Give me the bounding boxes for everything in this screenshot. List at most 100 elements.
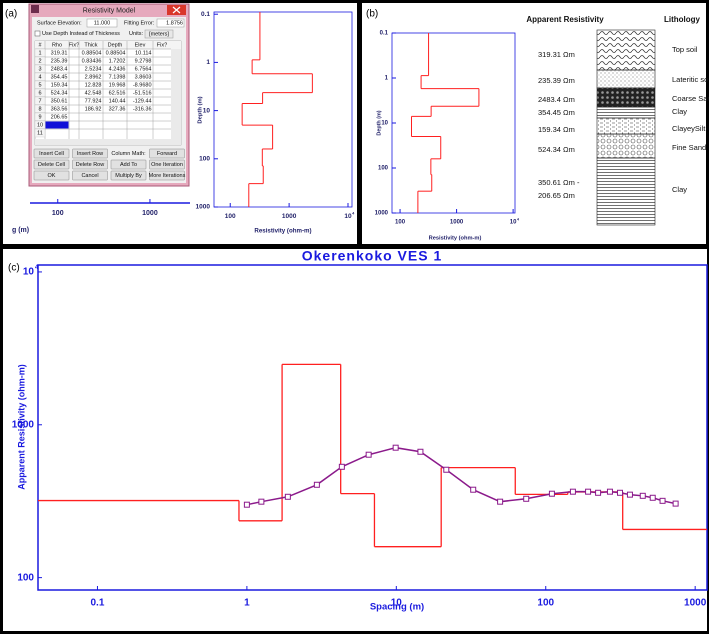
selected-cell[interactable] — [46, 122, 69, 129]
row-number: 3 — [38, 66, 41, 72]
cell-value[interactable]: -51.516 — [133, 90, 152, 96]
cell-value[interactable]: 186.92 — [85, 106, 102, 112]
plot-frame — [38, 265, 707, 590]
data-point — [244, 502, 249, 507]
data-point — [366, 452, 371, 457]
cell-value[interactable]: 3.8603 — [135, 74, 152, 80]
button-label[interactable]: One Iteration — [151, 162, 183, 168]
data-point — [259, 499, 264, 504]
cell-value[interactable]: 140.44 — [109, 98, 126, 104]
cell-value[interactable]: 42.548 — [85, 90, 102, 96]
button-label[interactable]: Delete Cell — [38, 162, 65, 168]
data-point — [586, 489, 591, 494]
cell-value[interactable]: 524.34 — [51, 90, 68, 96]
button-label[interactable]: OK — [48, 173, 56, 179]
column-header: Depth — [108, 42, 123, 48]
column-header: Thick — [84, 42, 97, 48]
tick-label: 1 — [244, 598, 250, 609]
tick-label: 100 — [199, 156, 210, 163]
cell-value[interactable]: -129.44 — [133, 98, 152, 104]
tick-label: 1000 — [450, 220, 464, 226]
data-point — [640, 493, 645, 498]
cell-value[interactable]: 319.31 — [51, 50, 68, 56]
dialog-title: Resistivity Model — [83, 7, 136, 14]
cell-value[interactable]: 2483.4 — [51, 66, 68, 72]
resistivity-label: 2483.4 Ωm — [538, 95, 575, 104]
button-label[interactable]: Delete Row — [76, 162, 104, 168]
button-label[interactable]: More Iterations — [149, 173, 186, 179]
cell-value[interactable]: 62.516 — [109, 90, 126, 96]
button-label[interactable]: Forward — [157, 151, 177, 157]
cell-value[interactable]: 0.88504 — [106, 50, 126, 56]
units-select[interactable]: [meters] — [149, 31, 169, 37]
row-number: 2 — [38, 58, 41, 64]
button-label[interactable]: Cancel — [81, 173, 98, 179]
lithology-label: Clay — [672, 107, 687, 116]
button-label[interactable]: Add To — [120, 162, 137, 168]
tick-label: 100 — [378, 166, 389, 172]
cell-value[interactable]: 159.34 — [51, 82, 68, 88]
data-point — [596, 490, 601, 495]
resistivity-label: 235.39 Ωm — [538, 76, 575, 85]
row-number: 11 — [37, 130, 43, 136]
row-number: 5 — [38, 82, 41, 88]
column-header: Elev — [135, 42, 146, 48]
tick-label: 1000 — [142, 210, 158, 217]
cell-value[interactable]: 363.56 — [51, 106, 68, 112]
page: (a) (b) (c) Apparent Resistivity Litholo… — [0, 0, 709, 634]
cell-value[interactable]: 1.7202 — [109, 58, 126, 64]
tick-label: 1 — [385, 76, 389, 82]
cell-value[interactable]: 9.2798 — [135, 58, 152, 64]
cell-value[interactable]: 0.83436 — [82, 58, 102, 64]
checkbox[interactable] — [35, 31, 40, 36]
tick-label: 0.1 — [201, 11, 210, 18]
cell-value[interactable]: 6.7564 — [135, 66, 152, 72]
tick-label: 100 — [395, 220, 406, 226]
resistivity-label: 206.65 Ωm — [538, 191, 575, 200]
cell-value[interactable]: 354.45 — [51, 74, 68, 80]
cell-value[interactable]: 350.61 — [51, 98, 68, 104]
cell-value[interactable]: 77.924 — [85, 98, 102, 104]
cell-value[interactable]: 2.5234 — [85, 66, 102, 72]
data-point — [607, 489, 612, 494]
lithology-label: Clay — [672, 185, 687, 194]
lithology-label: Coarse San — [672, 94, 709, 103]
resistivity-label: 350.61 Ωm - — [538, 178, 580, 187]
row-number: 10 — [37, 122, 43, 128]
x-axis-label: Resistivity (ohm-m) — [429, 236, 482, 242]
cell-value[interactable]: -316.36 — [133, 106, 152, 112]
button-label[interactable]: Insert Row — [77, 151, 103, 157]
tick-label: 1000 — [196, 204, 211, 211]
column-header: Rho — [52, 42, 62, 48]
tick-label: 0.1 — [91, 598, 105, 609]
row-number: 6 — [38, 90, 41, 96]
panel-label: (b) — [366, 9, 378, 20]
cell-value[interactable]: 327.36 — [109, 106, 126, 112]
button-label[interactable]: Insert Cell — [39, 151, 64, 157]
data-point — [471, 487, 476, 492]
tick-label: 100 — [537, 598, 554, 609]
cell-value[interactable]: 19.968 — [109, 82, 126, 88]
cell-value[interactable]: 4.2436 — [109, 66, 126, 72]
panel-frame — [361, 2, 708, 246]
field-value[interactable]: 11.000 — [94, 20, 110, 26]
tick-label: 100 — [225, 213, 236, 220]
button-label[interactable]: Multiply By — [115, 173, 142, 179]
data-point — [285, 494, 290, 499]
cell-value[interactable]: 7.1398 — [109, 74, 126, 80]
field-label: Column Math: — [111, 151, 146, 157]
cell-value[interactable]: 206.65 — [51, 114, 68, 120]
field-value: 1.8756 — [166, 20, 183, 26]
cell-value[interactable]: -8.9680 — [133, 82, 152, 88]
panel-label: (a) — [5, 9, 17, 20]
cell-value[interactable]: 2.8962 — [85, 74, 102, 80]
panel-label: (c) — [8, 263, 20, 274]
data-point — [570, 489, 575, 494]
cell-value[interactable]: 10.114 — [135, 50, 151, 56]
cell-value[interactable]: 0.88504 — [82, 50, 102, 56]
chart-title: Okerenkoko VES 1 — [302, 248, 443, 264]
cell-value[interactable]: 12.828 — [85, 82, 102, 88]
data-point — [314, 482, 319, 487]
data-point — [549, 491, 554, 496]
cell-value[interactable]: 235.39 — [51, 58, 68, 64]
